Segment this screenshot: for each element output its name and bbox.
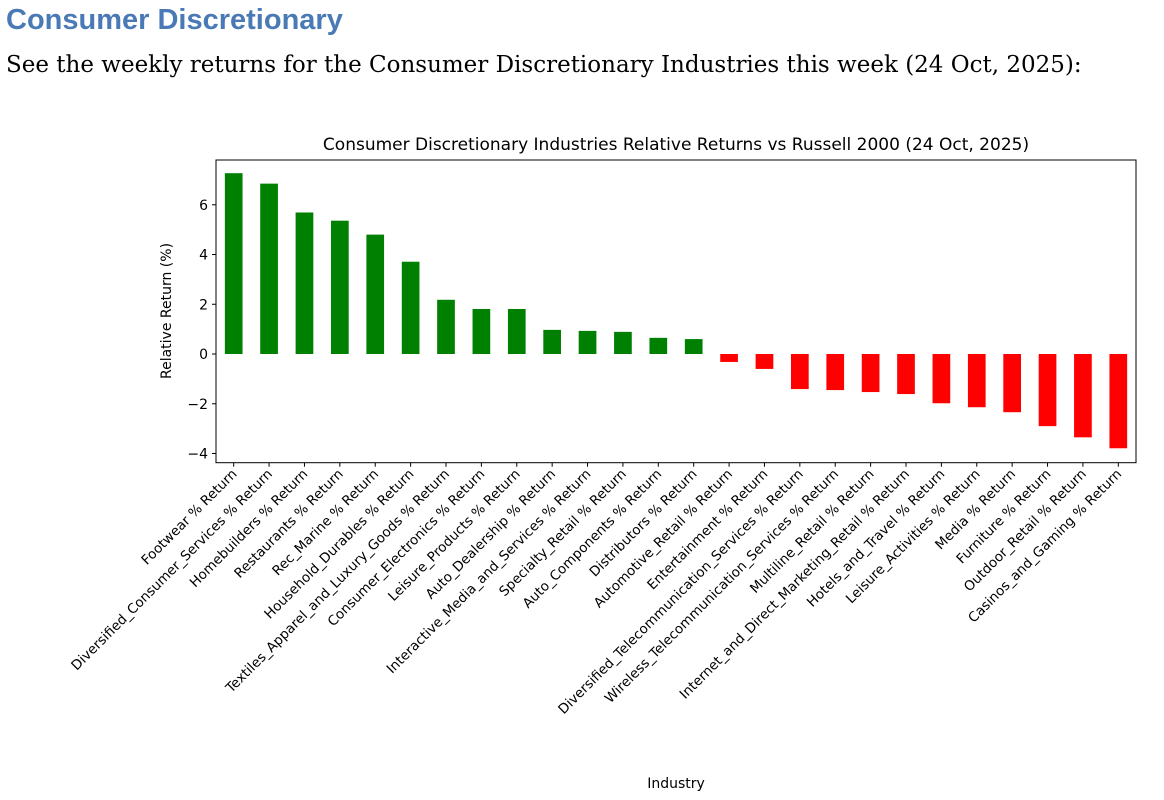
bar — [331, 220, 349, 355]
bar — [1003, 354, 1021, 413]
y-tick-label: 0 — [199, 347, 208, 363]
bar — [401, 261, 420, 355]
bar — [649, 337, 668, 355]
bar — [720, 354, 738, 362]
chart-title: Consumer Discretionary Industries Relati… — [323, 135, 1029, 155]
bar — [1109, 354, 1128, 449]
bar — [1074, 354, 1092, 438]
y-axis-label: Relative Return (%) — [159, 243, 175, 379]
y-tick-label: 2 — [199, 297, 208, 313]
bar — [366, 234, 385, 355]
bar — [543, 329, 561, 355]
bar — [861, 354, 880, 393]
y-tick-label: −4 — [187, 446, 208, 462]
bar — [967, 354, 986, 408]
bar — [791, 354, 809, 390]
y-tick-label: 4 — [199, 248, 208, 264]
x-axis-label: Industry — [647, 776, 705, 792]
plot-frame — [215, 159, 1137, 464]
bar — [578, 330, 597, 355]
bar — [755, 354, 774, 369]
bar — [826, 354, 845, 391]
bar — [684, 339, 703, 355]
section-heading: Consumer Discretionary — [6, 4, 343, 36]
bar — [614, 331, 632, 355]
y-tick-label: −2 — [187, 397, 208, 413]
y-tick-label: 6 — [199, 198, 208, 214]
bar — [437, 299, 455, 355]
bar — [932, 354, 951, 404]
bar — [507, 308, 526, 355]
bar — [224, 173, 243, 355]
bar — [260, 183, 278, 355]
bar — [897, 354, 915, 395]
intro-text: See the weekly returns for the Consumer … — [6, 52, 1082, 78]
bar — [1038, 354, 1057, 427]
bar — [472, 308, 491, 355]
bar — [295, 212, 314, 355]
